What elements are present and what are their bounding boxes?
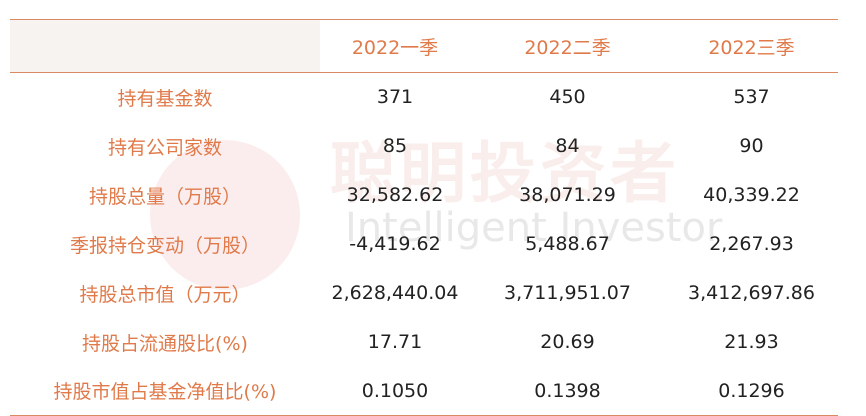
table-row: 持股总市值（万元） 2,628,440.04 3,711,951.07 3,412,6…: [10, 269, 838, 318]
row-label: 持股总市值（万元）: [79, 283, 251, 306]
cell-value: 3,711,951.07: [504, 282, 631, 304]
corner-cell: [10, 19, 320, 73]
header-row: 2022一季 2022二季 2022三季: [10, 19, 838, 73]
table-row: 持有基金数 371 450 537: [10, 73, 838, 122]
row-label: 持股占流通股比(%): [82, 332, 248, 355]
column-header: 2022一季: [351, 36, 439, 59]
watermark-logo: [150, 140, 300, 290]
table-row: 持股总量（万股） 32,582.62 38,071.29 40,339.22: [10, 171, 838, 220]
cell-value: 84: [555, 135, 580, 157]
cell-value: 20.69: [540, 331, 595, 353]
table-body: 持有基金数 371 450 537 持有公司家数 85 84 90 持股总量（万股） 32,582…: [10, 73, 838, 416]
cell-value: 85: [382, 135, 408, 157]
row-label: 持股总量（万股）: [88, 185, 241, 208]
table-row: 季报持仓变动（万股） -4,419.62 5,488.67 2,267.93: [10, 220, 838, 269]
watermark-title: 聪明投资者: [330, 135, 680, 212]
cell-value: 17.71: [367, 331, 423, 353]
cell-value: 21.93: [724, 331, 779, 353]
table-row: 持股占流通股比(%) 17.71 20.69 21.93: [10, 318, 838, 367]
table-row: 持有公司家数 85 84 90: [10, 122, 838, 171]
row-label: 持有基金数: [117, 87, 213, 110]
cell-value: 0.1296: [718, 379, 785, 402]
row-label: 持股市值占基金净值比(%): [53, 381, 277, 404]
column-header: 2022二季: [524, 36, 611, 59]
cell-value: 32,582.62: [346, 184, 444, 206]
cell-value: 3,412,697.86: [688, 282, 815, 304]
table-row: 持股市值占基金净值比(%) 0.1050 0.1398 0.1296: [10, 367, 838, 416]
cell-value: 38,071.29: [519, 184, 616, 206]
column-header: 2022三季: [708, 36, 795, 59]
cell-value: -4,419.62: [349, 233, 441, 255]
watermark-subtitle: Intelligent Investor: [345, 205, 723, 251]
cell-value: 371: [376, 86, 414, 109]
cell-value: 0.1050: [361, 379, 429, 402]
row-label: 持有公司家数: [107, 136, 222, 159]
cell-value: 40,339.22: [703, 184, 800, 206]
cell-value: 0.1398: [534, 379, 601, 402]
row-label: 季报持仓变动（万股）: [69, 234, 260, 257]
cell-value: 2,267.93: [709, 233, 794, 255]
cell-value: 450: [549, 86, 586, 109]
cell-value: 5,488.67: [525, 233, 610, 255]
cell-value: 90: [739, 135, 764, 157]
cell-value: 2,628,440.04: [331, 282, 459, 304]
cell-value: 537: [733, 86, 770, 109]
data-table: 2022一季 2022二季 2022三季 持有基金数 371 450 537 持有公司家数 8…: [10, 19, 838, 416]
